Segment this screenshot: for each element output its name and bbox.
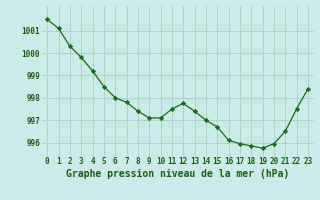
X-axis label: Graphe pression niveau de la mer (hPa): Graphe pression niveau de la mer (hPa) [66, 169, 289, 179]
